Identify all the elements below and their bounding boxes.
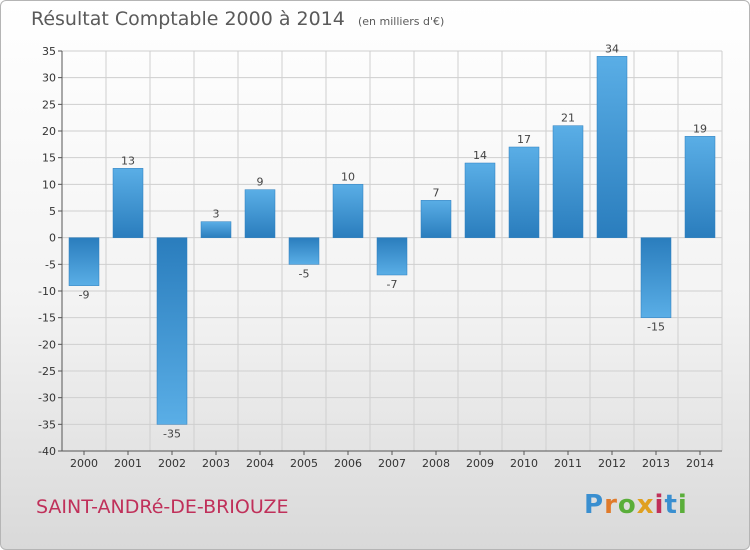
y-tick-label: 10 [42, 178, 56, 191]
city-name: SAINT-ANDRé-DE-BRIOUZE [36, 496, 289, 518]
y-tick-label: 15 [42, 152, 56, 165]
data-label: 19 [693, 122, 707, 135]
x-tick-label: 2003 [202, 457, 230, 470]
data-label: 10 [341, 170, 355, 183]
proxiti-logo[interactable]: Proxiti [584, 490, 688, 520]
logo-letter: i [654, 490, 665, 520]
data-label: 7 [433, 186, 440, 199]
y-tick-label: -10 [38, 285, 56, 298]
bar-2006 [332, 184, 364, 238]
data-label: 34 [605, 42, 619, 55]
y-tick-label: 35 [42, 45, 56, 58]
labels: 35 30 25 20 15 10 5 0 -5 -10 -15 -20 -25 -30 -35 -40 200… [38, 42, 714, 470]
bar-2002 [156, 237, 188, 425]
y-tick-label: -20 [38, 338, 56, 351]
data-label: 14 [473, 149, 487, 162]
y-tick-label: 25 [42, 98, 56, 111]
data-label: 21 [561, 112, 575, 125]
logo-letter: x [636, 490, 655, 520]
bar-2013 [640, 237, 672, 318]
bar-2008 [420, 200, 452, 238]
x-tick-label: 2005 [290, 457, 318, 470]
x-tick-label: 2013 [642, 457, 670, 470]
y-tick-label: -40 [38, 445, 56, 458]
chart-subtitle: (en milliers d'€) [357, 15, 445, 28]
x-tick-label: 2001 [114, 457, 142, 470]
data-label: -5 [299, 267, 310, 280]
logo-letter: r [604, 490, 618, 520]
y-tick-label: -30 [38, 392, 56, 405]
bar-2003 [200, 221, 232, 238]
x-tick-label: 2009 [466, 457, 494, 470]
title-row: Résultat Comptable 2000 à 2014 (en milli… [31, 8, 444, 30]
bar-2014 [684, 136, 716, 238]
bar-2004 [244, 189, 276, 238]
data-label: 17 [517, 133, 531, 146]
logo-letter: o [617, 490, 637, 520]
bar-2007 [376, 237, 408, 276]
bar-2012 [596, 56, 628, 238]
x-tick-label: 2002 [158, 457, 186, 470]
y-tick-label: 20 [42, 125, 56, 138]
bar-2001 [112, 168, 144, 238]
y-tick-label: 30 [42, 72, 56, 85]
bar-2009 [464, 162, 496, 238]
data-label: -9 [79, 289, 90, 302]
logo-letter: P [584, 490, 605, 520]
data-label: -35 [163, 427, 181, 440]
x-tick-label: 2007 [378, 457, 406, 470]
x-tick-label: 2006 [334, 457, 362, 470]
x-tick-label: 2000 [70, 457, 98, 470]
x-tick-label: 2008 [422, 457, 450, 470]
x-tick-label: 2004 [246, 457, 274, 470]
y-tick-label: -25 [38, 365, 56, 378]
x-tick-label: 2014 [686, 457, 714, 470]
data-label: -7 [387, 278, 398, 291]
data-label: 13 [121, 154, 135, 167]
x-tick-label: 2012 [598, 457, 626, 470]
data-label: -15 [647, 321, 665, 334]
logo-letter: i [677, 490, 688, 520]
y-tick-label: 5 [49, 205, 56, 218]
axes [58, 50, 722, 455]
x-tick-label: 2010 [510, 457, 538, 470]
data-label: 9 [257, 176, 264, 189]
y-tick-label: -15 [38, 312, 56, 325]
bar-2005 [288, 237, 320, 265]
bar-2010 [508, 146, 540, 238]
chart-title: Résultat Comptable 2000 à 2014 [31, 8, 345, 30]
y-tick-label: 0 [49, 232, 56, 245]
x-tick-label: 2011 [554, 457, 582, 470]
bars [68, 56, 716, 425]
data-label: 3 [213, 208, 220, 221]
bar-2000 [68, 237, 100, 286]
logo-letter: t [664, 490, 678, 520]
bar-2011 [552, 125, 584, 238]
y-tick-label: -35 [38, 418, 56, 431]
y-tick-label: -5 [45, 258, 56, 271]
